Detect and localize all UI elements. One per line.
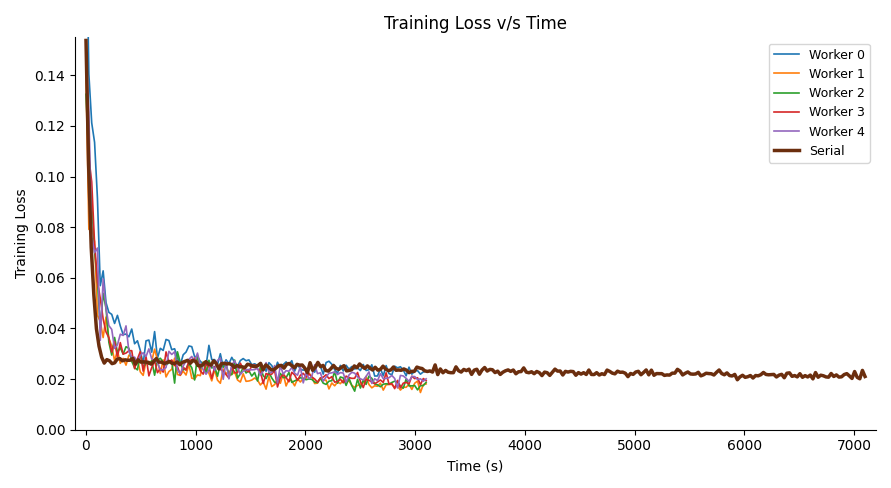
Worker 1 (81, 72, 92, 78)
Worker 2 (352, 376, 363, 382)
Worker 2 (349, 388, 360, 394)
Worker 3 (81, 38, 92, 44)
Worker 1 (315, 375, 326, 381)
Worker 1 (269, 382, 280, 387)
Worker 0 (172, 354, 183, 360)
Worker 3 (349, 375, 360, 381)
Serial (544, 372, 555, 378)
Worker 1 (421, 381, 431, 387)
Serial (789, 373, 800, 379)
Worker 1 (172, 371, 183, 377)
Worker 4 (315, 370, 326, 376)
Worker 0 (152, 355, 163, 361)
Worker 4 (172, 367, 183, 373)
Serial (83, 162, 94, 168)
Worker 2 (315, 375, 326, 381)
Worker 3 (152, 370, 163, 376)
Worker 4 (413, 377, 423, 383)
Worker 4 (349, 370, 360, 376)
Line: Worker 4: Worker 4 (86, 51, 426, 388)
Worker 1 (415, 389, 426, 395)
Serial (542, 370, 552, 376)
Worker 2 (172, 349, 183, 355)
Worker 0 (370, 373, 380, 379)
Worker 3 (269, 367, 280, 373)
Worker 2 (152, 357, 163, 363)
Line: Worker 0: Worker 0 (86, 0, 426, 376)
Worker 4 (421, 376, 431, 382)
Title: Training Loss v/s Time: Training Loss v/s Time (384, 15, 567, 33)
Serial (732, 377, 743, 383)
Worker 1 (349, 385, 360, 390)
Worker 4 (392, 385, 403, 391)
Worker 0 (413, 367, 423, 373)
Serial (81, 38, 92, 43)
Line: Worker 2: Worker 2 (86, 94, 426, 391)
Serial (558, 372, 568, 378)
Worker 4 (269, 363, 280, 368)
Worker 2 (421, 379, 431, 385)
Serial (860, 374, 871, 380)
Worker 0 (269, 368, 280, 374)
Worker 3 (315, 375, 326, 381)
Serial (740, 374, 750, 380)
X-axis label: Time (s): Time (s) (447, 459, 503, 473)
Worker 0 (349, 366, 360, 372)
Legend: Worker 0, Worker 1, Worker 2, Worker 3, Worker 4, Serial: Worker 0, Worker 1, Worker 2, Worker 3, … (769, 43, 870, 163)
Worker 1 (409, 380, 420, 386)
Line: Worker 3: Worker 3 (86, 41, 426, 388)
Line: Worker 1: Worker 1 (86, 75, 426, 392)
Worker 3 (172, 364, 183, 369)
Worker 2 (269, 379, 280, 385)
Worker 2 (413, 387, 423, 393)
Worker 3 (389, 386, 400, 391)
Worker 0 (315, 363, 326, 369)
Worker 3 (413, 375, 423, 381)
Worker 0 (421, 368, 431, 374)
Worker 4 (81, 48, 92, 54)
Y-axis label: Training Loss: Training Loss (15, 189, 29, 278)
Worker 4 (152, 359, 163, 365)
Worker 3 (421, 378, 431, 384)
Worker 2 (81, 91, 92, 97)
Line: Serial: Serial (86, 41, 865, 380)
Worker 1 (152, 357, 163, 363)
